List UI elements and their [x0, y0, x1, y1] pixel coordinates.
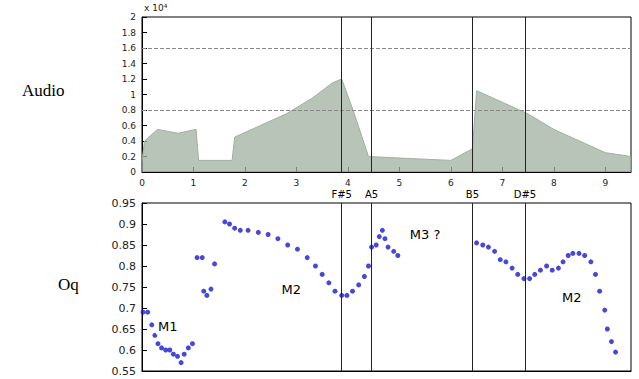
svg-text:D#5: D#5 — [514, 189, 536, 200]
svg-text:M2: M2 — [562, 290, 582, 305]
svg-text:7: 7 — [499, 178, 505, 188]
svg-text:0.7: 0.7 — [119, 302, 137, 315]
svg-text:0.9: 0.9 — [119, 218, 137, 231]
svg-text:0.4: 0.4 — [122, 136, 137, 146]
svg-text:0.6: 0.6 — [122, 121, 137, 131]
svg-text:M3 ?: M3 ? — [410, 227, 441, 242]
svg-text:Oq: Oq — [58, 275, 79, 294]
svg-text:1: 1 — [130, 90, 136, 100]
svg-text:B5: B5 — [466, 189, 479, 200]
svg-text:M1: M1 — [158, 319, 178, 334]
svg-text:0.75: 0.75 — [112, 281, 137, 294]
svg-text:M2: M2 — [282, 282, 302, 297]
svg-text:0.85: 0.85 — [112, 239, 137, 252]
svg-text:0.8: 0.8 — [122, 105, 137, 115]
svg-text:4: 4 — [345, 178, 351, 188]
svg-text:0.8: 0.8 — [119, 260, 137, 273]
svg-text:0.65: 0.65 — [112, 323, 137, 336]
svg-text:2: 2 — [130, 12, 136, 22]
svg-text:3: 3 — [294, 178, 300, 188]
svg-text:1.6: 1.6 — [122, 43, 137, 53]
svg-text:8: 8 — [551, 178, 557, 188]
svg-text:5: 5 — [397, 178, 403, 188]
svg-text:x 10⁴: x 10⁴ — [144, 3, 168, 13]
svg-text:0: 0 — [139, 178, 145, 188]
svg-text:Audio: Audio — [22, 81, 65, 100]
svg-text:1.4: 1.4 — [122, 59, 137, 69]
svg-text:0: 0 — [130, 167, 136, 177]
svg-text:9: 9 — [602, 178, 608, 188]
svg-text:0.2: 0.2 — [122, 152, 136, 162]
svg-text:F#5: F#5 — [331, 189, 352, 200]
svg-text:1.2: 1.2 — [122, 74, 136, 84]
svg-text:0.6: 0.6 — [119, 344, 137, 357]
svg-text:0.95: 0.95 — [112, 197, 137, 210]
svg-text:2: 2 — [242, 178, 248, 188]
svg-text:1.8: 1.8 — [122, 28, 137, 38]
svg-text:1: 1 — [191, 178, 197, 188]
svg-text:0.55: 0.55 — [112, 365, 137, 378]
svg-text:6: 6 — [448, 178, 454, 188]
svg-text:A5: A5 — [365, 189, 378, 200]
